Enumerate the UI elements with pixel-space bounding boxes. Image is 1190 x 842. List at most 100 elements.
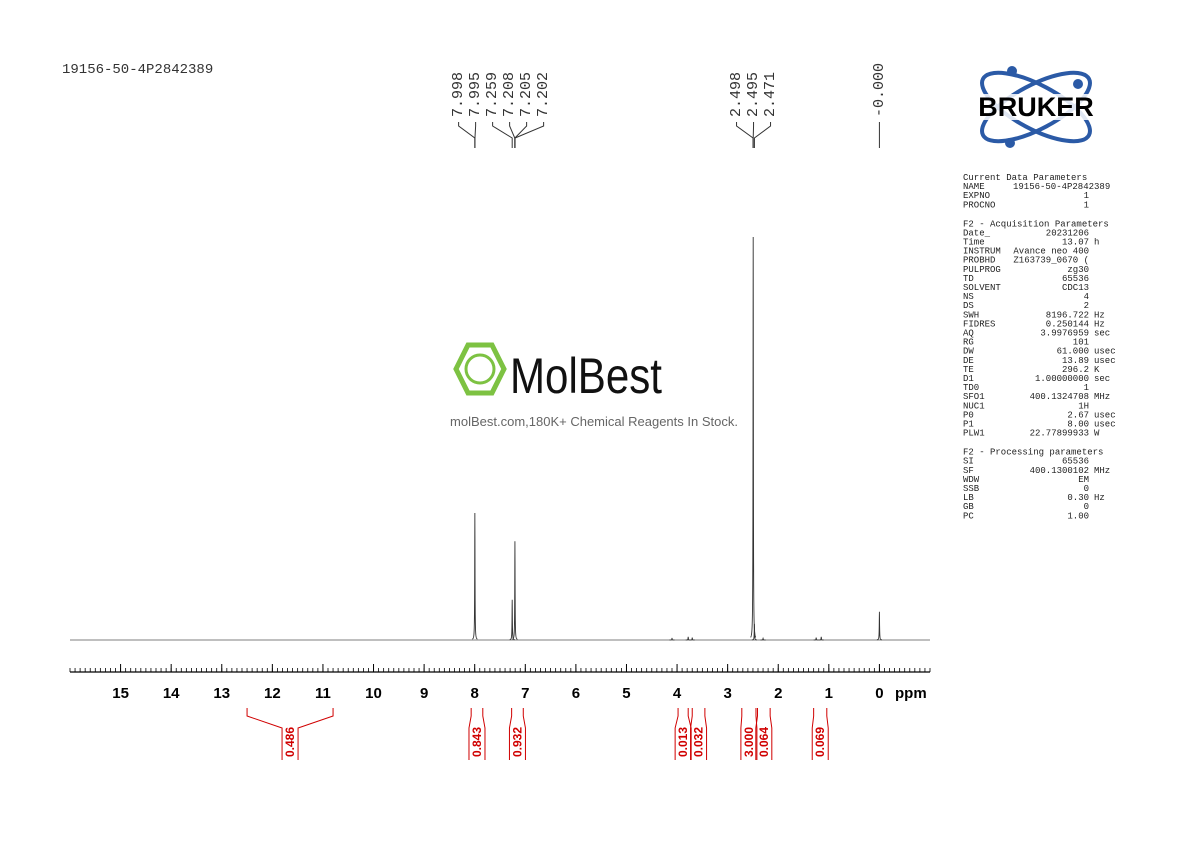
param-name: GB	[963, 502, 974, 512]
param-value: Avance neo 400	[1013, 247, 1089, 257]
peak	[509, 599, 515, 641]
peak	[689, 637, 695, 641]
integral-label: 0.013	[676, 727, 690, 757]
param-name: P0	[963, 410, 974, 420]
peak-label: 2.471	[762, 72, 779, 117]
integral-bracket	[508, 708, 526, 760]
x-tick-label: 11	[315, 685, 331, 702]
section-title: F2 - Processing parameters	[963, 448, 1103, 458]
integral-bracket	[246, 708, 334, 760]
peak-label: 2.495	[745, 72, 762, 117]
integral-bracket	[755, 708, 773, 760]
param-name: DE	[963, 356, 974, 366]
param-value: 8196.722	[1046, 310, 1089, 320]
integral-label: 0.843	[470, 727, 484, 757]
peak	[472, 513, 478, 640]
param-name: AQ	[963, 329, 974, 339]
integral-label: 0.932	[510, 727, 524, 757]
watermark-tagline: molBest.com,180K+ Chemical Reagents In S…	[450, 414, 738, 429]
param-value: 4	[1084, 292, 1089, 302]
integral-bracket	[811, 708, 829, 760]
param-value: 3.9976959	[1040, 329, 1089, 339]
param-name: SF	[963, 466, 974, 476]
param-name: FIDRES	[963, 319, 995, 329]
param-name: EXPNO	[963, 191, 990, 201]
param-name: TD	[963, 274, 974, 284]
param-name: PROBHD	[963, 256, 995, 266]
integral-bracket	[674, 708, 692, 760]
logo-dot	[1005, 138, 1015, 148]
peak-leader	[474, 122, 477, 148]
param-value: 19156-50-4P2842389	[1013, 182, 1110, 192]
x-tick-label: 8	[471, 685, 479, 702]
param-name: INSTRUM	[963, 247, 1001, 257]
param-value: 1	[1084, 191, 1089, 201]
x-axis-label: ppm	[895, 685, 927, 702]
param-name: DW	[963, 347, 974, 357]
peak-label: 7.995	[467, 72, 484, 117]
param-unit: MHz	[1094, 392, 1110, 402]
param-value: 0.30	[1067, 493, 1089, 503]
x-tick-label: 5	[622, 685, 630, 702]
watermark-ring	[464, 353, 496, 385]
param-value: 1H	[1078, 401, 1089, 411]
integral-label: 0.064	[757, 727, 771, 757]
peak	[818, 636, 824, 641]
integral-label: 0.486	[283, 727, 297, 757]
param-name: SOLVENT	[963, 283, 1001, 293]
param-value: 1.00	[1067, 511, 1089, 521]
param-name: Time	[963, 238, 985, 248]
param-name: P1	[963, 420, 974, 430]
peak	[751, 623, 757, 641]
param-name: NUC1	[963, 401, 985, 411]
param-value: EM	[1078, 475, 1089, 485]
param-unit: Hz	[1094, 319, 1105, 329]
x-tick-label: 12	[264, 685, 281, 702]
integral-label: 0.069	[813, 727, 827, 757]
x-tick-label: 15	[112, 685, 129, 702]
param-unit: usec	[1094, 410, 1116, 420]
param-value: 400.1324708	[1030, 392, 1089, 402]
param-name: SI	[963, 457, 974, 467]
param-name: LB	[963, 493, 974, 503]
x-tick-label: 2	[774, 685, 782, 702]
peak-label: 2.498	[728, 72, 745, 117]
param-value: 22.77899933	[1030, 429, 1089, 439]
param-unit: Hz	[1094, 493, 1105, 503]
param-unit: K	[1094, 365, 1100, 375]
x-tick-label: 3	[723, 685, 731, 702]
logo-dot	[1007, 66, 1017, 76]
param-name: SSB	[963, 484, 980, 494]
param-name: RG	[963, 338, 974, 348]
param-name: PLW1	[963, 429, 985, 439]
x-tick-label: 14	[163, 685, 180, 702]
sample-id: 19156-50-4P2842389	[62, 62, 213, 78]
param-value: 0	[1084, 484, 1089, 494]
param-value: 65536	[1062, 457, 1089, 467]
param-value: CDC13	[1062, 283, 1089, 293]
param-unit: usec	[1094, 356, 1116, 366]
peak-label: 7.202	[535, 72, 552, 117]
param-unit: usec	[1094, 420, 1116, 430]
param-value: 400.1300102	[1030, 466, 1089, 476]
watermark: MolBest molBest.com,180K+ Chemical Reage…	[450, 342, 738, 429]
param-name: SFO1	[963, 392, 985, 402]
section-title: Current Data Parameters	[963, 173, 1087, 183]
param-value: Z163739_0670 (	[1013, 256, 1089, 266]
integral-bracket	[690, 708, 708, 760]
param-value: 0.250144	[1046, 319, 1089, 329]
watermark-brand: MolBest	[510, 348, 662, 404]
x-tick-label: 10	[365, 685, 382, 702]
param-unit: sec	[1094, 329, 1110, 339]
param-name: PROCNO	[963, 200, 995, 210]
logo-backdrop	[958, 94, 1114, 120]
integral-label: 0.032	[692, 727, 706, 757]
peak-leader	[753, 122, 772, 148]
x-tick-label: 6	[572, 685, 580, 702]
integral-bracket	[468, 708, 486, 760]
param-name: Date_	[963, 228, 991, 238]
param-value: 2	[1084, 301, 1089, 311]
integral-label: 3.000	[742, 727, 756, 757]
